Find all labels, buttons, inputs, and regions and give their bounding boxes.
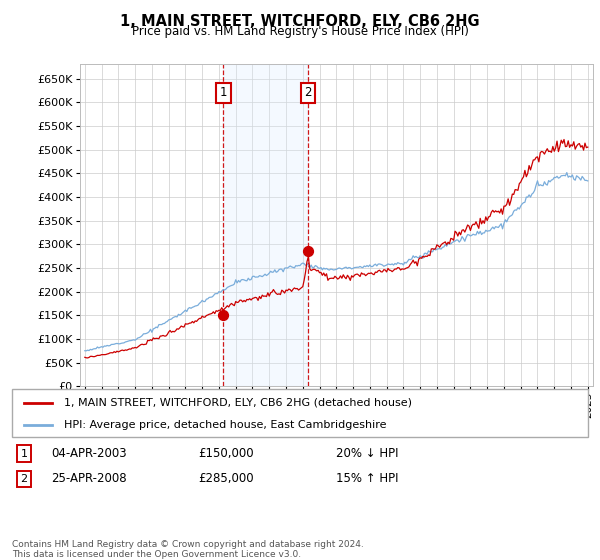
- Text: 1, MAIN STREET, WITCHFORD, ELY, CB6 2HG: 1, MAIN STREET, WITCHFORD, ELY, CB6 2HG: [120, 14, 480, 29]
- Text: 1, MAIN STREET, WITCHFORD, ELY, CB6 2HG (detached house): 1, MAIN STREET, WITCHFORD, ELY, CB6 2HG …: [64, 398, 412, 408]
- Text: £150,000: £150,000: [198, 447, 254, 460]
- Text: 1: 1: [20, 449, 28, 459]
- Text: 2: 2: [20, 474, 28, 484]
- Text: Price paid vs. HM Land Registry's House Price Index (HPI): Price paid vs. HM Land Registry's House …: [131, 25, 469, 38]
- Text: 04-APR-2003: 04-APR-2003: [51, 447, 127, 460]
- Text: 15% ↑ HPI: 15% ↑ HPI: [336, 472, 398, 486]
- Text: 25-APR-2008: 25-APR-2008: [51, 472, 127, 486]
- Text: HPI: Average price, detached house, East Cambridgeshire: HPI: Average price, detached house, East…: [64, 420, 386, 430]
- Text: £285,000: £285,000: [198, 472, 254, 486]
- Text: 20% ↓ HPI: 20% ↓ HPI: [336, 447, 398, 460]
- Text: 2: 2: [304, 86, 312, 99]
- Point: [304, 247, 313, 256]
- Point: [218, 311, 228, 320]
- Text: 1: 1: [220, 86, 227, 99]
- Bar: [223, 64, 308, 386]
- Text: Contains HM Land Registry data © Crown copyright and database right 2024.
This d: Contains HM Land Registry data © Crown c…: [12, 540, 364, 559]
